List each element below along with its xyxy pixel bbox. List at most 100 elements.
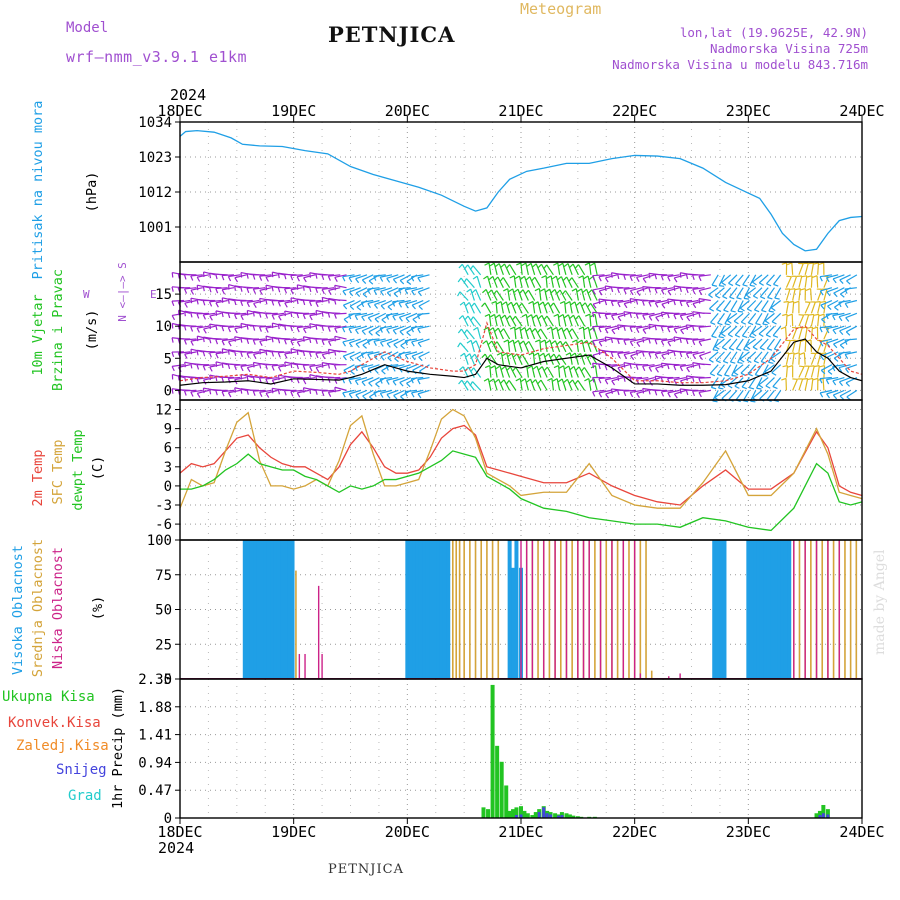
wind-compass-vertical: N <–|–> S (116, 262, 129, 322)
wind-barb (810, 353, 817, 365)
wind-barb (259, 338, 272, 342)
wind-barb-flag (604, 365, 608, 371)
y-tick-label: 1034 (138, 115, 172, 131)
wind-barb-flag (598, 364, 601, 370)
wind-barb (297, 389, 310, 394)
wind-barb-flag (783, 300, 789, 303)
wind-barb (817, 314, 820, 327)
wind-barb (733, 312, 744, 322)
wind-barb-flag (416, 314, 421, 320)
wind-barb (766, 274, 775, 285)
wind-barb-flag (591, 326, 595, 332)
wind-barb (642, 325, 655, 331)
wind-barb-flag (526, 262, 532, 267)
wind-barb-flag (592, 275, 596, 281)
wind-barb-flag (190, 391, 194, 397)
wind-barb (838, 312, 851, 318)
wind-barb (373, 389, 386, 393)
total-precip-bar (504, 785, 509, 818)
wind-barb (558, 365, 561, 378)
wind-barb (297, 338, 310, 343)
wind-barb (234, 325, 247, 330)
wind-barb-flag (171, 366, 175, 372)
wind-barb-flag (520, 327, 526, 331)
wind-barb-flag (661, 289, 665, 295)
wind-barb (566, 379, 573, 391)
wind-barb (234, 376, 247, 381)
wind-barb-flag (661, 303, 666, 309)
wind-barb (717, 313, 725, 324)
wind-barb (534, 328, 542, 340)
high-cloud-bar (246, 540, 251, 679)
wind-barb (722, 351, 732, 362)
wind-barb (558, 354, 567, 366)
wind-barb-flag (580, 367, 585, 372)
wind-barb-flag (660, 275, 664, 281)
wind-barb-flag (537, 314, 543, 320)
wind-barb (537, 301, 542, 314)
wind-barb-flag (721, 282, 727, 286)
wind-barb (373, 287, 386, 291)
snow-precip-bar (545, 813, 549, 818)
wind-barb-flag (765, 334, 771, 338)
wind-barb-flag (636, 277, 640, 282)
wind-barb (823, 365, 826, 378)
wind-barb-flag (392, 315, 396, 321)
wind-barb-flag (749, 387, 755, 390)
wind-barb-flag (768, 310, 774, 313)
wind-barb-flag (514, 339, 519, 344)
wind-barb-flag (471, 340, 477, 345)
wind-barb (598, 389, 611, 394)
wind-barb-flag (708, 294, 713, 299)
wind-barb (466, 329, 475, 340)
wind-barb-flag (742, 284, 748, 287)
wind-barb-flag (617, 367, 622, 373)
wind-barb (630, 338, 643, 343)
wind-barb-flag (367, 354, 371, 359)
wind-barb (495, 301, 498, 314)
y-tick-label: 0.94 (138, 755, 172, 771)
wind-barb (334, 299, 347, 302)
dewpoint-line (180, 450, 863, 532)
wind-barb-flag (569, 365, 575, 371)
wind-barb-flag (660, 326, 664, 332)
wind-barb (411, 376, 424, 380)
wind-barb-flag (171, 388, 174, 394)
wind-barb-flag (552, 378, 558, 382)
high-cloud-bar (712, 540, 717, 679)
wind-barb (564, 290, 573, 301)
wind-barb-flag (673, 285, 676, 292)
wind-barb (746, 300, 757, 310)
wind-barb (374, 299, 386, 306)
wind-barb-flag (808, 262, 814, 265)
wind-barb-flag (398, 316, 403, 322)
wind-barb (826, 312, 839, 315)
wind-barb-flag (302, 365, 306, 371)
wind-barb (328, 325, 341, 328)
x-year-bottom: 2024 (158, 839, 194, 857)
wind-barb (209, 351, 222, 354)
wind-barb (605, 312, 618, 316)
wind-barb (361, 312, 374, 318)
wind-barb (297, 325, 310, 329)
wind-barb (747, 312, 757, 324)
wind-barb (817, 301, 821, 314)
wind-barb-flag (789, 352, 795, 355)
wind-barb (518, 275, 523, 288)
wind-barb (209, 364, 222, 368)
wind-barb (798, 275, 803, 288)
wind-barb-flag (568, 379, 574, 384)
wind-barb-flag (787, 313, 793, 317)
wind-barb (349, 287, 361, 293)
wind-barb-flag (252, 339, 256, 345)
wind-barb (798, 327, 803, 340)
wind-barb (826, 389, 839, 395)
wind-barb (771, 312, 782, 323)
wind-barb-flag (698, 363, 701, 369)
wind-barb-flag (190, 326, 194, 332)
wind-barb (417, 274, 430, 279)
wind-barb (567, 314, 573, 327)
wind-barb (259, 325, 272, 328)
